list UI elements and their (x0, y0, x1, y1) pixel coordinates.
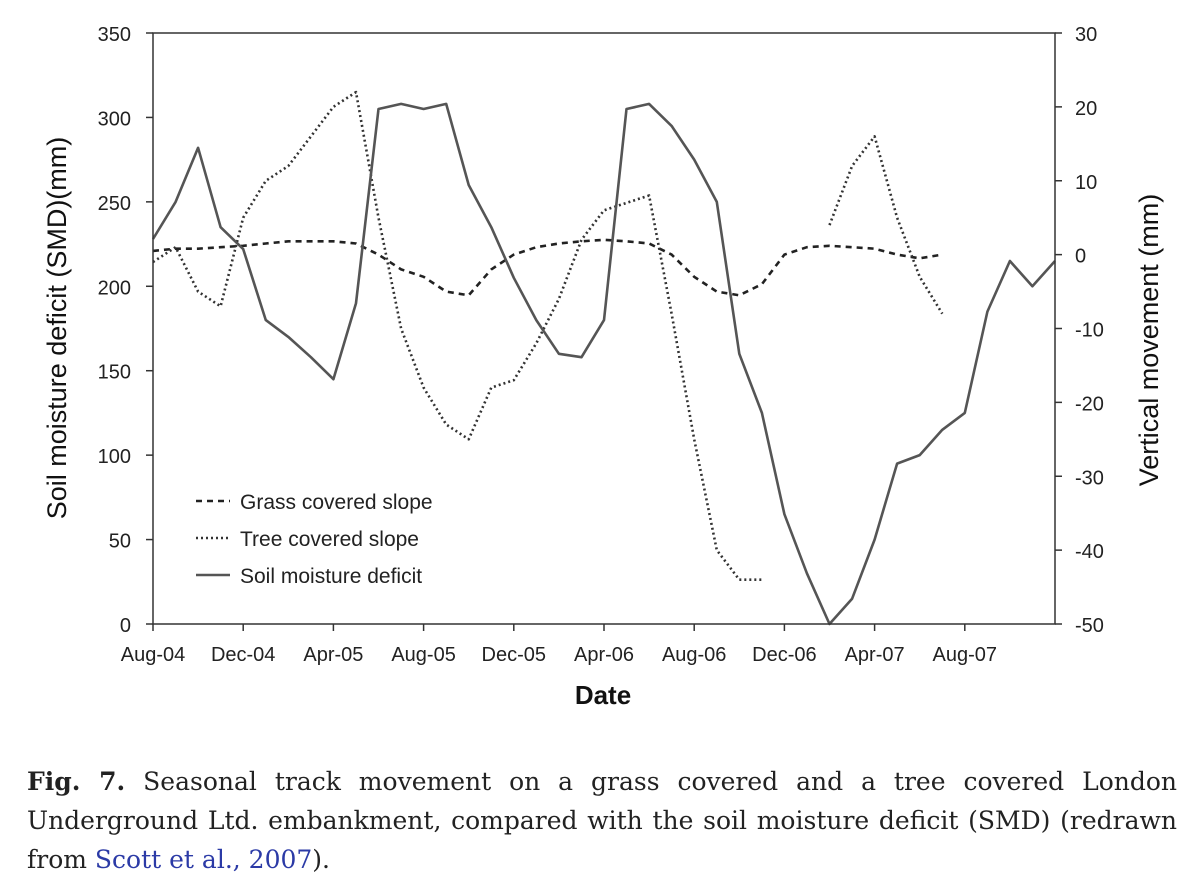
x-tick-label: Aug-05 (391, 644, 456, 666)
caption-end: ). (312, 845, 330, 874)
caption-text: Seasonal track movement on a grass cover… (27, 767, 1178, 874)
y-right-tick-label: -30 (1075, 467, 1104, 489)
legend: Grass covered slope Tree covered slope Soi… (196, 491, 433, 588)
y-right-tick-label: 30 (1075, 24, 1097, 46)
legend-entry: Tree covered slope (240, 528, 419, 551)
y-left-tick-label: 50 (109, 531, 131, 553)
y-right-tick-label: 0 (1075, 246, 1086, 268)
x-tick-label: Aug-04 (121, 644, 186, 666)
x-tick-label: Apr-05 (303, 644, 363, 666)
y-left-tick-label: 250 (98, 193, 131, 215)
y-left-tick-label: 200 (98, 277, 131, 299)
y-right-axis-title: Vertical movement (mm) (1134, 194, 1164, 487)
chart: Aug-04 Dec-04 Apr-05 Aug-05 Dec-05 Apr-06 Aug-… (42, 24, 1164, 710)
x-tick-label: Dec-06 (752, 644, 816, 666)
x-tick-label: Dec-05 (482, 644, 546, 666)
y-left-axis-title: Soil moisture deficit (SMD)(mm) (42, 137, 72, 520)
y-left-tick-label: 350 (98, 24, 131, 46)
series-line-1 (152, 90, 944, 581)
caption-label: Fig. 7. (27, 767, 126, 796)
x-tick-label: Aug-06 (662, 644, 727, 666)
x-ticks: Aug-04 Dec-04 Apr-05 Aug-05 Dec-05 Apr-06 Aug-… (121, 624, 997, 666)
x-tick-label: Apr-06 (574, 644, 634, 666)
caption-citation-link[interactable]: Scott et al., 2007 (94, 845, 313, 874)
y-left-tick-label: 0 (120, 615, 131, 637)
y-right-tick-label: 20 (1075, 98, 1097, 120)
y-right-ticks: -50 -40 -30 -20 -10 0 10 20 30 (1055, 24, 1104, 637)
figure-caption: Fig. 7. Seasonal track movement on a gra… (27, 762, 1177, 879)
y-left-tick-label: 150 (98, 362, 131, 384)
series-line-0 (152, 238, 943, 297)
y-right-tick-label: -20 (1075, 393, 1104, 415)
x-tick-label: Apr-07 (845, 644, 905, 666)
y-right-tick-label: -40 (1075, 541, 1104, 563)
legend-entry: Grass covered slope (240, 491, 433, 514)
plot-lines (151, 90, 1056, 626)
x-tick-label: Dec-04 (211, 644, 275, 666)
y-left-tick-label: 100 (98, 446, 131, 468)
x-axis-title: Date (575, 680, 631, 710)
y-left-tick-label: 300 (98, 108, 131, 130)
y-right-tick-label: -10 (1075, 320, 1104, 342)
legend-entry: Soil moisture deficit (240, 565, 422, 588)
x-tick-label: Aug-07 (933, 644, 998, 666)
series-line-2 (151, 102, 1056, 626)
y-right-tick-label: 10 (1075, 172, 1097, 194)
y-right-tick-label: -50 (1075, 615, 1104, 637)
y-left-ticks: 0 50 100 150 200 250 300 350 (98, 24, 153, 637)
